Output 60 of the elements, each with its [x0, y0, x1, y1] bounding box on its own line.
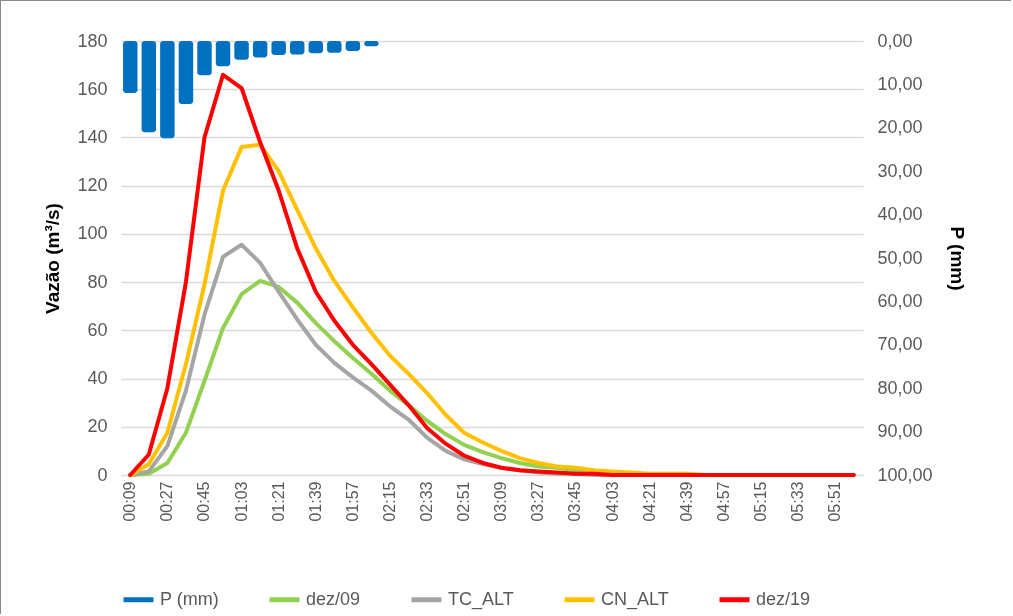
y2-tick-label: 40,00: [877, 204, 923, 225]
x-tick-label: 04:39: [677, 481, 695, 522]
y-tick-label: 100: [77, 223, 108, 244]
x-tick-label: 01:21: [269, 481, 287, 522]
x-tick-label: 03:45: [566, 481, 584, 522]
legend-label: CN_ALT: [601, 588, 669, 610]
y-tick-label: 180: [77, 30, 108, 51]
y2-tick-label: 50,00: [877, 247, 923, 268]
y2-tick-label: 80,00: [877, 377, 923, 398]
x-tick-label: 04:21: [640, 481, 658, 522]
legend-label: dez/19: [756, 588, 811, 609]
bar: [123, 41, 138, 94]
x-tick-label: 01:39: [306, 481, 324, 522]
y-tick-label: 120: [77, 175, 108, 196]
bar: [308, 41, 324, 54]
y-tick-label: 140: [77, 126, 108, 147]
y-tick-label: 40: [87, 368, 108, 389]
x-tick-label: 03:27: [529, 481, 547, 522]
legend-label: TC_ALT: [448, 588, 514, 610]
y-tick-label: 0: [97, 464, 108, 485]
x-tick-label: 01:57: [343, 481, 361, 522]
y2-tick-label: 100,00: [877, 464, 933, 485]
y2-tick-label: 70,00: [877, 334, 923, 355]
y2-tick-label: 60,00: [877, 290, 923, 311]
bar: [215, 41, 231, 67]
y2-tick-label: 20,00: [877, 117, 923, 138]
x-tick-label: 03:09: [492, 481, 510, 522]
x-tick-label: 00:09: [121, 481, 139, 522]
y-tick-label: 160: [77, 78, 108, 99]
bar: [160, 41, 175, 139]
x-tick-label: 02:51: [455, 481, 473, 522]
y2-tick-label: 10,00: [877, 73, 923, 94]
x-tick-label: 05:33: [789, 481, 807, 522]
x-tick-label: 05:15: [751, 481, 769, 522]
x-tick-label: 01:03: [232, 481, 250, 522]
x-tick-label: 02:15: [380, 481, 398, 522]
y2-tick-label: 90,00: [877, 421, 923, 442]
y-axis-title: Vazão (m³/s): [42, 203, 64, 314]
bar: [252, 41, 268, 58]
x-tick-label: 04:57: [714, 481, 732, 522]
bar: [234, 41, 249, 60]
bar: [289, 41, 305, 55]
x-tick-label: 04:03: [603, 481, 621, 522]
x-tick-label: 00:45: [195, 481, 213, 522]
y2-tick-label: 0,00: [877, 30, 913, 51]
y-tick-label: 80: [87, 271, 108, 292]
y-tick-label: 20: [87, 416, 108, 437]
x-tick-label: 00:27: [158, 481, 176, 522]
legend-label: P (mm): [160, 588, 219, 609]
y2-axis-title: P (mm): [946, 226, 968, 291]
x-tick-label: 05:51: [826, 481, 844, 522]
x-tick-label: 02:33: [418, 481, 436, 522]
bar: [197, 41, 212, 76]
bar: [178, 41, 194, 104]
bar: [271, 41, 286, 55]
legend-label: dez/09: [306, 588, 361, 609]
line-series: [128, 72, 856, 477]
y2-tick-label: 30,00: [877, 160, 923, 181]
y-tick-label: 60: [87, 319, 108, 340]
bar: [141, 41, 157, 133]
